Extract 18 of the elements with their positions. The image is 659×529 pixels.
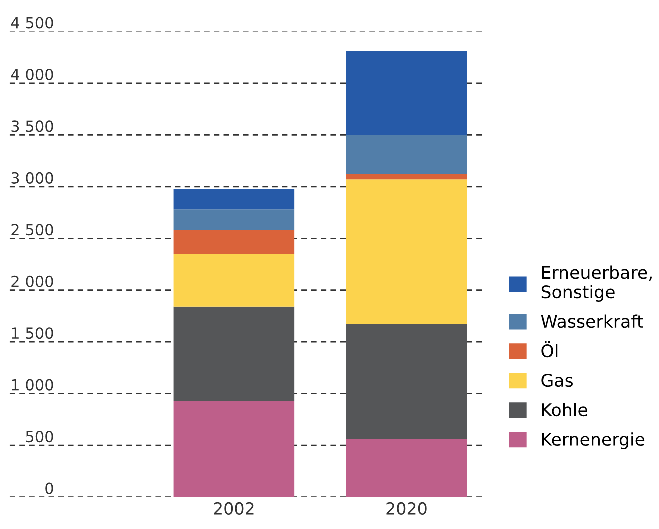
- legend-label: Kohle: [542, 403, 588, 417]
- y-tick-label: 0: [46, 482, 54, 494]
- y-tick-label: 4 000: [11, 68, 54, 81]
- y-tick-label: 500: [26, 431, 54, 443]
- y-tick-label: 2 000: [12, 276, 54, 288]
- y-tick-label: 3 000: [12, 172, 54, 184]
- y-tick-label: 1 000: [12, 379, 54, 391]
- y-tick-label: 2 500: [12, 224, 54, 236]
- legend-label: Öl: [542, 342, 558, 358]
- y-tick-label: 1 500: [12, 328, 54, 340]
- legend-label: Wasserkraft: [541, 314, 644, 328]
- x-tick-label: 2002: [214, 502, 254, 516]
- legend-label: Kernenergie: [542, 432, 645, 450]
- y-tick-label: 3 500: [12, 120, 54, 132]
- y-tick-label: 4 500: [11, 17, 54, 29]
- legend-label: Gas: [542, 374, 574, 388]
- legend-label: Erneuerbare, Sonstige: [542, 266, 652, 302]
- x-tick-label: 2020: [386, 502, 427, 516]
